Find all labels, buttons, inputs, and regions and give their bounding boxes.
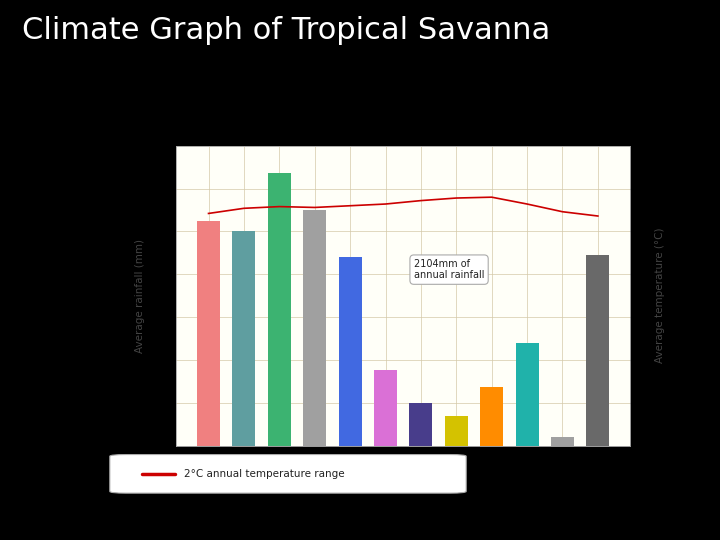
Text: Climate Graph of Tropical Savanna: Climate Graph of Tropical Savanna <box>22 16 550 45</box>
Y-axis label: Average rainfall (mm): Average rainfall (mm) <box>135 239 145 353</box>
Bar <box>480 387 503 446</box>
FancyBboxPatch shape <box>109 455 467 493</box>
Bar <box>374 370 397 446</box>
Bar <box>233 232 256 446</box>
Bar <box>303 210 326 446</box>
Text: 2104mm of
annual rainfall: 2104mm of annual rainfall <box>414 259 485 280</box>
Bar <box>338 257 361 445</box>
Bar <box>445 416 468 446</box>
Bar <box>586 255 609 446</box>
Bar <box>197 221 220 446</box>
Bar <box>551 437 574 445</box>
Bar <box>410 403 433 445</box>
Text: 2°C annual temperature range: 2°C annual temperature range <box>184 469 345 479</box>
Bar <box>268 173 291 446</box>
Bar <box>516 343 539 445</box>
Y-axis label: Average temperature (°C): Average temperature (°C) <box>655 228 665 363</box>
